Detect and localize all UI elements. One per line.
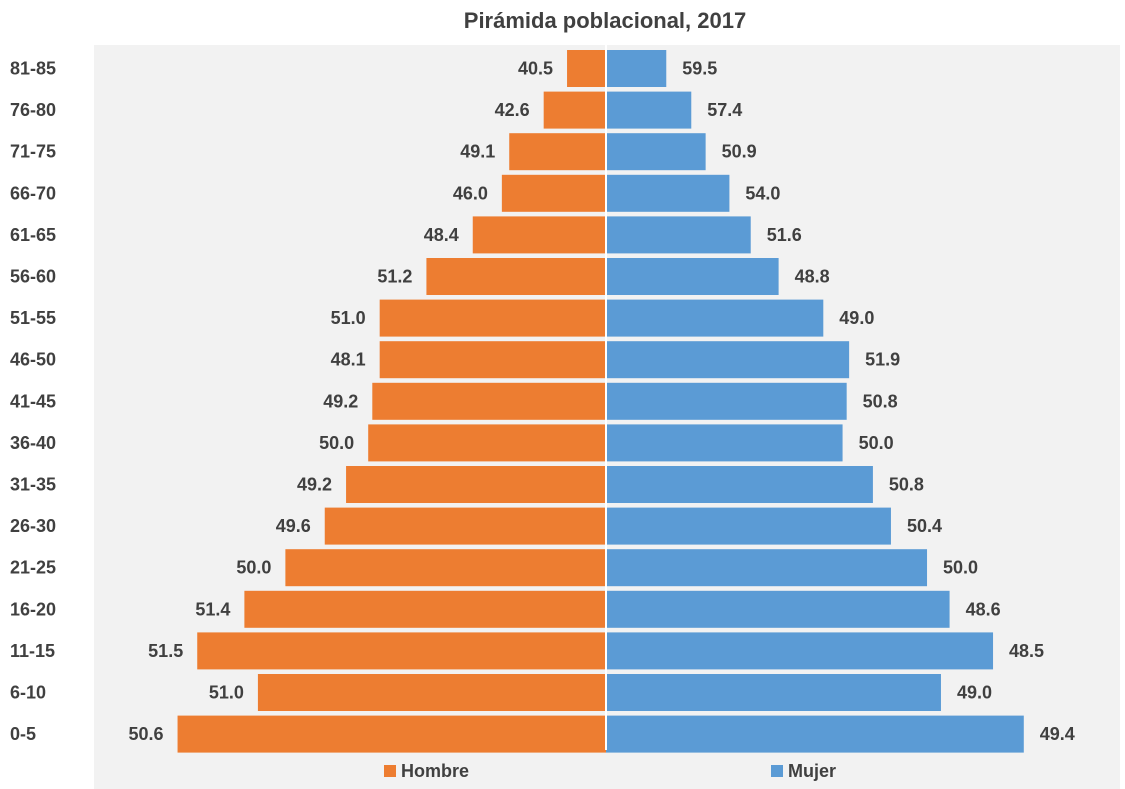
bar-mujer-31-35 (606, 466, 873, 503)
legend-swatch-hombre (384, 765, 396, 777)
bar-hombre-76-80 (543, 91, 606, 129)
category-tick-26-30: 26-30 (10, 516, 56, 536)
label-hombre-81-85: 40.5 (518, 59, 553, 79)
label-mujer-0-5: 49.4 (1040, 724, 1075, 744)
bar-hombre-6-10 (257, 674, 606, 711)
category-tick-6-10: 6-10 (10, 683, 46, 703)
label-mujer-26-30: 50.4 (907, 516, 942, 536)
category-tick-51-55: 51-55 (10, 308, 56, 328)
label-mujer-6-10: 49.0 (957, 683, 992, 703)
bar-mujer-76-80 (606, 91, 692, 129)
bar-mujer-6-10 (606, 674, 941, 711)
bar-mujer-56-60 (606, 258, 779, 295)
label-hombre-66-70: 46.0 (453, 183, 488, 203)
category-tick-16-20: 16-20 (10, 599, 56, 619)
legend: Hombre Mujer (384, 761, 836, 781)
bar-mujer-0-5 (606, 715, 1024, 753)
label-mujer-31-35: 50.8 (889, 475, 924, 495)
bar-hombre-36-40 (368, 424, 606, 462)
bar-mujer-41-45 (606, 382, 847, 420)
category-tick-41-45: 41-45 (10, 391, 56, 411)
bar-hombre-41-45 (372, 382, 606, 420)
category-tick-61-65: 61-65 (10, 225, 56, 245)
legend-label-hombre: Hombre (401, 761, 469, 781)
bar-hombre-56-60 (426, 258, 606, 295)
bar-mujer-11-15 (606, 632, 994, 670)
label-hombre-36-40: 50.0 (319, 433, 354, 453)
label-hombre-0-5: 50.6 (129, 724, 164, 744)
label-mujer-61-65: 51.6 (767, 225, 802, 245)
legend-label-mujer: Mujer (788, 761, 836, 781)
bar-hombre-0-5 (177, 715, 607, 753)
label-mujer-66-70: 54.0 (745, 183, 780, 203)
bar-mujer-36-40 (606, 424, 843, 462)
category-tick-56-60: 56-60 (10, 267, 56, 287)
label-hombre-71-75: 49.1 (460, 142, 495, 162)
bar-hombre-51-55 (379, 299, 606, 337)
category-tick-21-25: 21-25 (10, 558, 56, 578)
bar-mujer-26-30 (606, 507, 891, 545)
bar-hombre-26-30 (324, 507, 606, 545)
label-hombre-51-55: 51.0 (331, 308, 366, 328)
label-mujer-51-55: 49.0 (839, 308, 874, 328)
label-mujer-71-75: 50.9 (722, 142, 757, 162)
label-hombre-6-10: 51.0 (209, 683, 244, 703)
bar-hombre-46-50 (379, 341, 606, 379)
label-hombre-11-15: 51.5 (148, 641, 183, 661)
bar-hombre-66-70 (501, 174, 606, 212)
label-hombre-41-45: 49.2 (323, 391, 358, 411)
label-hombre-16-20: 51.4 (195, 599, 230, 619)
label-mujer-81-85: 59.5 (682, 59, 717, 79)
category-tick-36-40: 36-40 (10, 433, 56, 453)
category-tick-81-85: 81-85 (10, 59, 56, 79)
bars-group (177, 50, 1024, 753)
label-hombre-76-80: 42.6 (495, 100, 530, 120)
bar-mujer-61-65 (606, 216, 751, 254)
label-mujer-76-80: 57.4 (707, 100, 742, 120)
label-mujer-56-60: 48.8 (795, 267, 830, 287)
bar-mujer-71-75 (606, 133, 706, 171)
category-tick-0-5: 0-5 (10, 724, 36, 744)
data-labels: 40.5 59.5 42.6 57.4 49.1 50.9 46.0 54.0 48.4 51.6… (129, 59, 1075, 745)
label-mujer-41-45: 50.8 (863, 391, 898, 411)
label-hombre-21-25: 50.0 (236, 558, 271, 578)
category-tick-66-70: 66-70 (10, 183, 56, 203)
category-tick-76-80: 76-80 (10, 100, 56, 120)
bar-hombre-71-75 (509, 133, 606, 171)
bar-hombre-31-35 (346, 466, 606, 503)
bar-hombre-16-20 (244, 590, 606, 628)
bar-mujer-66-70 (606, 174, 730, 212)
label-hombre-31-35: 49.2 (297, 475, 332, 495)
bar-mujer-21-25 (606, 549, 928, 587)
bar-hombre-21-25 (285, 549, 606, 587)
label-mujer-46-50: 51.9 (865, 350, 900, 370)
label-hombre-56-60: 51.2 (377, 267, 412, 287)
category-tick-46-50: 46-50 (10, 350, 56, 370)
category-tick-71-75: 71-75 (10, 142, 56, 162)
category-tick-11-15: 11-15 (10, 641, 55, 661)
label-mujer-16-20: 48.6 (966, 599, 1001, 619)
bar-mujer-51-55 (606, 299, 824, 337)
bar-hombre-81-85 (567, 50, 606, 87)
bar-mujer-16-20 (606, 590, 950, 628)
bar-mujer-46-50 (606, 341, 850, 379)
chart-title: Pirámida poblacional, 2017 (464, 8, 746, 33)
label-mujer-36-40: 50.0 (859, 433, 894, 453)
category-tick-31-35: 31-35 (10, 475, 56, 495)
label-mujer-11-15: 48.5 (1009, 641, 1044, 661)
category-ticks: 81-85 76-80 71-75 66-70 61-65 56-60 51-55 46-50… (10, 59, 56, 745)
bar-mujer-81-85 (606, 50, 667, 87)
bar-hombre-11-15 (197, 632, 607, 670)
label-hombre-46-50: 48.1 (331, 350, 366, 370)
label-hombre-26-30: 49.6 (276, 516, 311, 536)
label-hombre-61-65: 48.4 (424, 225, 459, 245)
label-mujer-21-25: 50.0 (943, 558, 978, 578)
bar-hombre-61-65 (472, 216, 606, 254)
legend-swatch-mujer (771, 765, 783, 777)
